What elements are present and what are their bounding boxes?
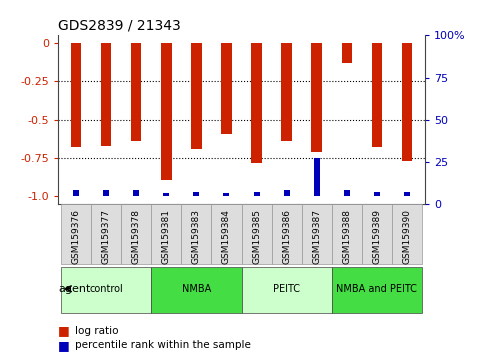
Bar — [251, 43, 262, 163]
Bar — [402, 43, 412, 161]
Bar — [191, 43, 201, 149]
FancyBboxPatch shape — [332, 267, 422, 313]
Bar — [341, 43, 352, 63]
Bar — [254, 192, 259, 196]
Bar — [101, 43, 112, 146]
Bar — [103, 190, 109, 196]
FancyBboxPatch shape — [151, 204, 181, 264]
Text: control: control — [89, 284, 123, 294]
FancyBboxPatch shape — [242, 204, 271, 264]
Text: GSM159388: GSM159388 — [342, 209, 351, 264]
Text: GSM159389: GSM159389 — [372, 209, 382, 264]
Text: GSM159387: GSM159387 — [312, 209, 321, 264]
FancyBboxPatch shape — [121, 204, 151, 264]
Text: GSM159385: GSM159385 — [252, 209, 261, 264]
FancyBboxPatch shape — [61, 204, 91, 264]
Bar — [224, 193, 229, 196]
Bar — [374, 192, 380, 196]
Text: percentile rank within the sample: percentile rank within the sample — [75, 340, 251, 350]
Bar — [314, 158, 320, 196]
FancyBboxPatch shape — [242, 267, 332, 313]
Bar — [131, 43, 142, 141]
Bar — [284, 190, 290, 196]
Bar — [161, 43, 171, 179]
FancyBboxPatch shape — [151, 267, 242, 313]
Text: ■: ■ — [58, 339, 70, 352]
FancyBboxPatch shape — [302, 204, 332, 264]
Bar — [404, 192, 410, 196]
Bar — [221, 43, 232, 133]
FancyBboxPatch shape — [271, 204, 302, 264]
Text: GSM159376: GSM159376 — [71, 209, 81, 264]
Text: GDS2839 / 21343: GDS2839 / 21343 — [58, 19, 181, 33]
Text: ■: ■ — [58, 325, 70, 337]
Text: agent: agent — [58, 284, 91, 294]
Bar — [344, 190, 350, 196]
FancyBboxPatch shape — [392, 204, 422, 264]
Bar — [133, 190, 139, 196]
Text: GSM159383: GSM159383 — [192, 209, 201, 264]
FancyBboxPatch shape — [61, 267, 151, 313]
Bar — [71, 43, 81, 147]
Text: GSM159377: GSM159377 — [101, 209, 111, 264]
Text: GSM159381: GSM159381 — [162, 209, 171, 264]
Bar — [282, 43, 292, 141]
FancyBboxPatch shape — [212, 204, 242, 264]
Bar — [163, 193, 169, 196]
FancyBboxPatch shape — [181, 204, 212, 264]
Text: GSM159384: GSM159384 — [222, 209, 231, 264]
FancyBboxPatch shape — [332, 204, 362, 264]
Bar — [73, 190, 79, 196]
Text: NMBA: NMBA — [182, 284, 211, 294]
Text: GSM159386: GSM159386 — [282, 209, 291, 264]
Bar — [312, 43, 322, 152]
FancyBboxPatch shape — [362, 204, 392, 264]
Text: log ratio: log ratio — [75, 326, 118, 336]
Bar — [371, 43, 382, 147]
Text: GSM159378: GSM159378 — [132, 209, 141, 264]
Text: GSM159390: GSM159390 — [402, 209, 412, 264]
Bar — [193, 192, 199, 196]
FancyBboxPatch shape — [91, 204, 121, 264]
Text: NMBA and PEITC: NMBA and PEITC — [337, 284, 417, 294]
Text: PEITC: PEITC — [273, 284, 300, 294]
